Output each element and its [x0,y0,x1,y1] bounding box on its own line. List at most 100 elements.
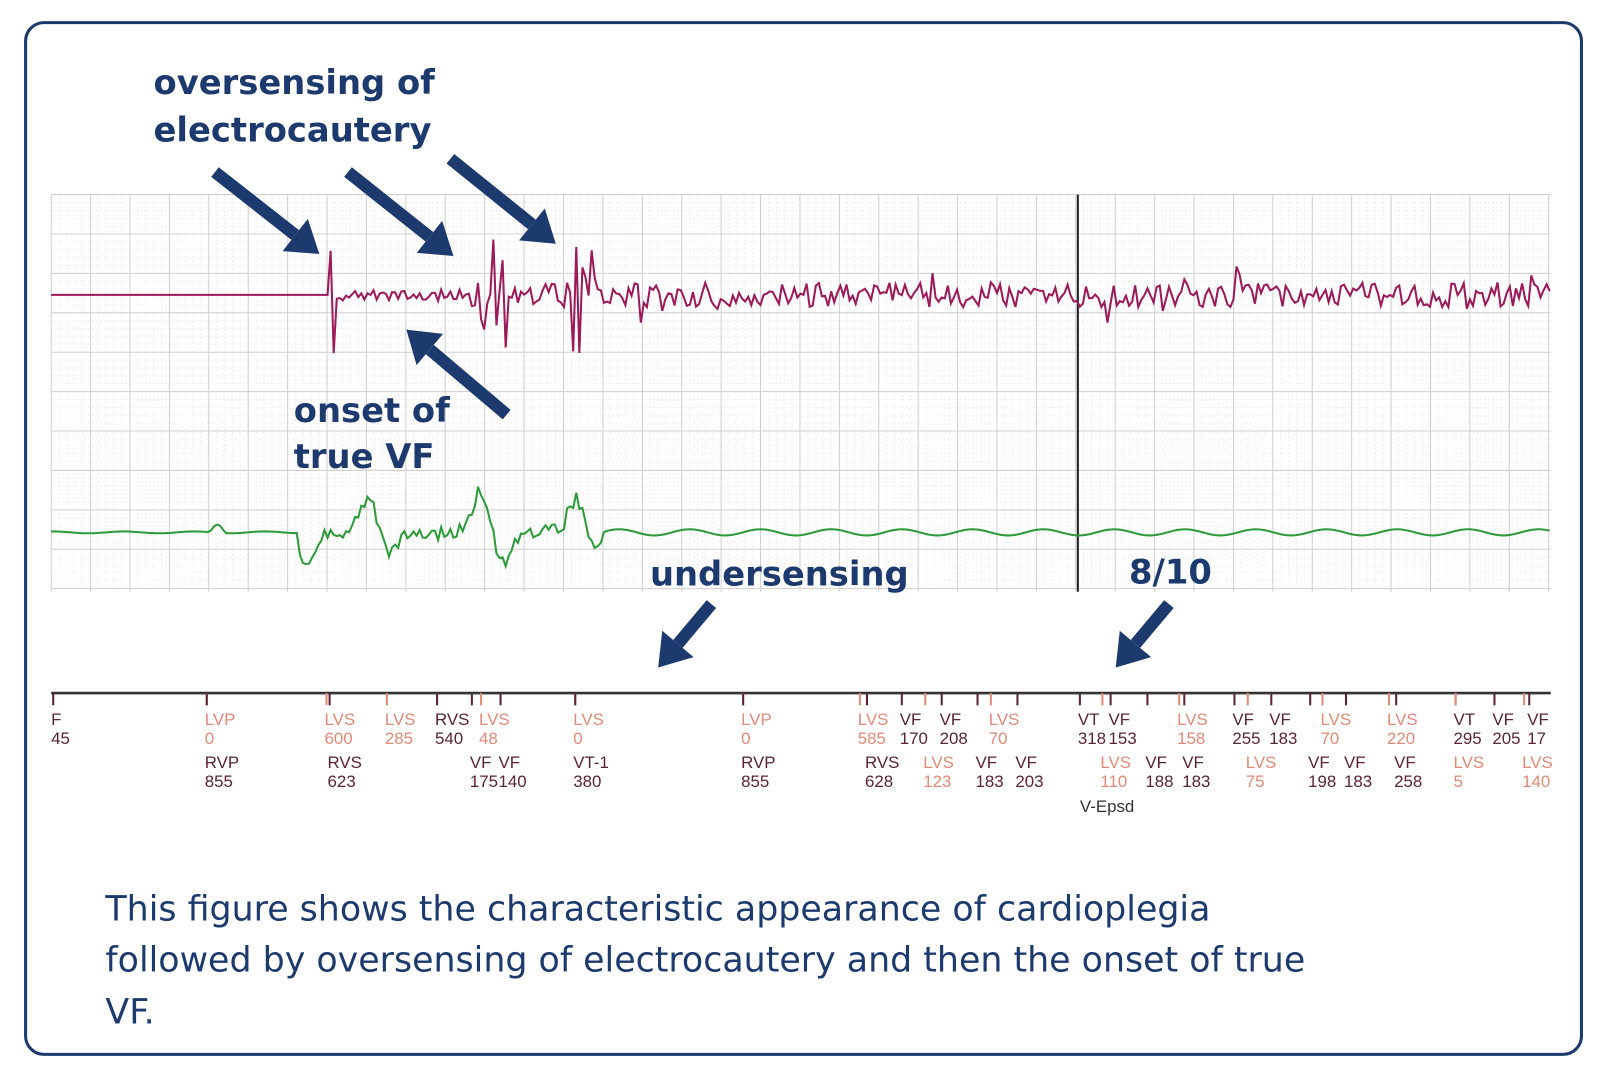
marker-interval: 75 [1246,772,1265,791]
annotation: 8/10 [1129,553,1212,592]
marker-label: RVS [328,753,362,772]
marker-interval: 140 [1522,772,1550,791]
marker-interval: 48 [479,729,498,748]
marker-label: VF [1344,753,1366,772]
marker-interval: 295 [1454,729,1482,748]
marker-interval: 158 [1177,729,1205,748]
arrow-head [416,220,454,256]
marker-label: VF [1109,710,1131,729]
marker-label: LVS [479,710,510,729]
arrow-shaft [344,167,434,242]
marker-interval: 623 [328,772,356,791]
ecg-grid [50,194,1551,592]
episode-label: V-Epsd [1080,797,1134,816]
caption: followed by oversensing of electrocauter… [105,940,1305,980]
marker-label: LVS [324,710,355,729]
marker-interval: 220 [1387,729,1415,748]
marker-label: LVS [1522,753,1553,772]
annotation: undersensing [650,555,909,594]
marker-label: RVP [741,753,775,772]
marker-interval: 123 [923,772,951,791]
frame [24,21,1583,1056]
traces [51,239,1551,570]
marker-label: VF [1232,710,1254,729]
caption: This figure shows the characteristic app… [104,889,1210,929]
marker-interval: 17 [1527,729,1546,748]
marker-interval: 203 [1015,772,1043,791]
marker-interval: 205 [1492,729,1520,748]
marker-label: LVS [923,753,954,772]
marker-label: VT [1078,710,1100,729]
marker-interval: 585 [858,729,886,748]
marker-interval: 175 [470,772,498,791]
marker-label: LVS [1387,710,1418,729]
annotation: onset of [294,391,450,430]
marker-interval: 140 [498,772,526,791]
marker-label: RVS [865,753,899,772]
marker-interval: 110 [1100,772,1127,791]
marker-interval: 183 [1344,772,1372,791]
marker-label: LVS [1100,753,1131,772]
marker-interval: 540 [435,729,463,748]
arrow-head [282,218,320,254]
marker-label: VF [1182,753,1204,772]
marker-interval: 380 [573,772,601,791]
marker-interval: 5 [1454,772,1463,791]
marker-interval: 70 [1320,729,1339,748]
marker-interval: 188 [1145,772,1173,791]
marker-label: LVS [989,710,1020,729]
marker-interval: 183 [1182,772,1210,791]
arrow-head [1115,630,1152,668]
marker-label: VF [1269,710,1291,729]
marker-interval: 255 [1232,729,1260,748]
annotation: true VF [294,437,435,476]
marker-label: VF [1394,753,1416,772]
marker-label: VT-1 [573,753,609,772]
marker-label: VF [940,710,962,729]
marker-interval: 318 [1078,729,1106,748]
egm-trace-rv [51,239,1551,354]
marker-label: F [51,710,61,729]
marker-interval: 70 [989,729,1008,748]
caption: VF. [105,993,154,1033]
marker-label: LVS [1246,753,1277,772]
marker-label: LVP [205,710,236,729]
marker-label: VF [498,753,520,772]
marker-label: VF [1308,753,1330,772]
marker-interval: 183 [975,772,1003,791]
marker-interval: 170 [900,729,928,748]
marker-interval: 0 [205,729,214,748]
arrow-shaft [446,153,536,230]
marker-label: VF [975,753,997,772]
marker-label: VF [470,753,492,772]
marker-interval: 198 [1308,772,1336,791]
marker-interval: 600 [324,729,352,748]
arrow-shaft [1130,600,1174,648]
arrow-shaft [211,167,299,240]
marker-interval: 285 [385,729,413,748]
marker-label: LVS [573,710,604,729]
marker-interval: 855 [205,772,233,791]
marker-label: LVS [1454,753,1485,772]
marker-channel: F45LVP0LVS600LVS285RVS540LVS48LVS0LVP0LV… [51,691,1553,816]
arrows [211,153,1174,668]
marker-label: RVP [205,753,239,772]
marker-interval: 628 [865,772,893,791]
marker-label: LVS [1320,710,1351,729]
marker-label: LVS [1177,710,1208,729]
marker-label: LVP [741,710,772,729]
marker-label: LVS [385,710,416,729]
marker-interval: 855 [741,772,769,791]
marker-label: VF [900,710,922,729]
arrow-shaft [425,344,511,420]
marker-label: VF [1145,753,1167,772]
arrow-head [519,208,556,244]
egm-trace-lv [51,486,1550,570]
marker-interval: 45 [51,729,70,748]
marker-label: VF [1015,753,1037,772]
marker-interval: 0 [573,729,582,748]
marker-interval: 0 [741,729,750,748]
marker-interval: 183 [1269,729,1297,748]
marker-label: RVS [435,710,469,729]
